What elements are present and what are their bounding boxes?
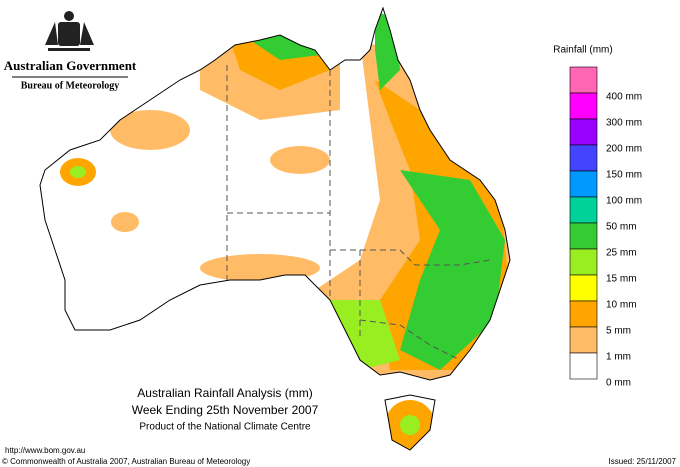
legend-label: 5 mm bbox=[606, 326, 631, 337]
legend-label: 100 mm bbox=[606, 196, 642, 207]
legend-label: 15 mm bbox=[606, 274, 637, 285]
legend-swatch bbox=[569, 92, 598, 120]
legend-swatch bbox=[569, 144, 598, 172]
legend-label: 50 mm bbox=[606, 222, 637, 233]
map-title: Australian Rainfall Analysis (mm) bbox=[137, 386, 312, 400]
legend-label: 150 mm bbox=[606, 170, 642, 181]
legend-label: 200 mm bbox=[606, 144, 642, 155]
legend-swatch bbox=[569, 300, 598, 328]
legend-swatch bbox=[569, 248, 598, 276]
legend-title: Rainfall (mm) bbox=[553, 45, 612, 56]
legend-swatch bbox=[569, 326, 598, 354]
footer-copyright: © Commonwealth of Australia 2007, Austra… bbox=[2, 457, 250, 466]
legend-label: 0 mm bbox=[606, 378, 631, 389]
footer-url: http://www.bom.gov.au bbox=[5, 446, 85, 455]
legend-label: 1 mm bbox=[606, 352, 631, 363]
map-credit: Product of the National Climate Centre bbox=[139, 422, 311, 433]
coat-of-arms bbox=[45, 11, 94, 51]
legend-swatch bbox=[569, 274, 598, 302]
legend-label: 300 mm bbox=[606, 118, 642, 129]
legend-swatch bbox=[569, 196, 598, 224]
legend-swatch bbox=[569, 352, 598, 380]
legend-swatch bbox=[569, 118, 598, 146]
coastline bbox=[39, 6, 511, 451]
state-borders bbox=[226, 65, 491, 361]
legend-swatch bbox=[569, 170, 598, 198]
map-subtitle: Week Ending 25th November 2007 bbox=[132, 403, 319, 417]
legend-label: 400 mm bbox=[606, 92, 642, 103]
government-name: Australian Government bbox=[4, 58, 137, 73]
agency-name: Bureau of Meteorology bbox=[21, 80, 120, 91]
legend-label: 25 mm bbox=[606, 248, 637, 259]
legend-swatch bbox=[569, 66, 598, 94]
legend-swatch bbox=[569, 222, 598, 250]
footer-issued: Issued: 25/11/2007 bbox=[609, 457, 677, 466]
legend-label: 10 mm bbox=[606, 300, 637, 311]
legend: 400 mm 300 mm 200 mm 150 mm 100 mm 50 mm 25 mm… bbox=[569, 66, 642, 389]
